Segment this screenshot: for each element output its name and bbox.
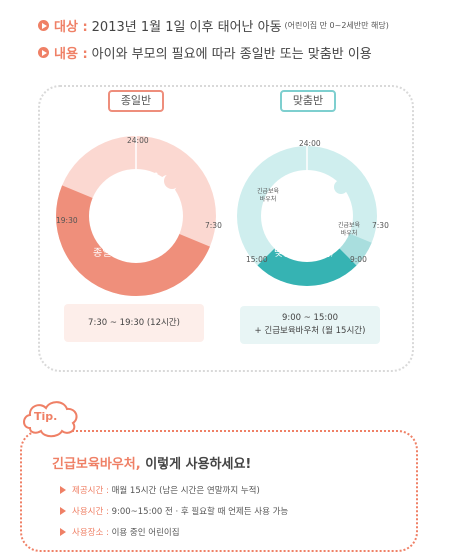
tip-item: 사용시간 : 9:00~15:00 전 · 후 필요할 때 언제든 사용 가능 — [60, 505, 288, 517]
left-time-right: 7:30 — [205, 221, 222, 230]
left-segment-label: 종일반(12시간) — [93, 248, 148, 259]
target-label: 대상 : — [54, 20, 88, 35]
moon-stars-icon — [324, 179, 348, 198]
triangle-bullet-icon — [60, 528, 66, 536]
right-time-right: 7:30 — [372, 221, 389, 230]
content-row: 내용 : 아이와 부모의 필요에 따라 종일반 또는 맞춤반 이용 — [38, 43, 372, 62]
tip-panel — [20, 430, 418, 552]
tip-title: 긴급보육바우처, 이렇게 사용하세요! — [52, 457, 252, 472]
full-day-donut — [56, 136, 216, 296]
voucher-label-left: 긴급보육 바우처 — [257, 188, 280, 203]
left-time-left: 19:30 — [56, 216, 78, 225]
moon-stars-icon — [151, 172, 180, 193]
right-time-top: 24:00 — [299, 139, 321, 148]
tip-cloud-icon — [23, 401, 78, 438]
custom-donut — [237, 146, 377, 286]
target-note: (어린이집 만 0~2세반만 해당) — [284, 21, 389, 30]
custom-segment — [257, 216, 357, 286]
right-time-bottom: 9:00 — [350, 255, 367, 264]
tip-item: 사용장소 : 이용 중인 어린이집 — [60, 526, 180, 538]
target-text: 2013년 1월 1일 이후 태어난 아동 — [91, 20, 282, 35]
right-segment-label: 맞춤반(약 7시간) — [274, 248, 334, 259]
arrow-bullet-icon — [38, 47, 49, 58]
tag-custom: 맞춤반 — [280, 90, 336, 112]
left-time-top: 24:00 — [127, 136, 149, 145]
right-time-left: 15:00 — [246, 255, 268, 264]
tag-full-day: 종일반 — [108, 90, 164, 112]
triangle-bullet-icon — [60, 507, 66, 515]
custom-summary: 9:00 ~ 15:00 + 긴급보육바우처 (월 15시간) — [240, 306, 380, 344]
full-day-summary: 7:30 ~ 19:30 (12시간) — [64, 304, 204, 342]
tip-item: 제공시간 : 매월 15시간 (남은 시간은 연말까지 누적) — [60, 484, 260, 496]
target-row: 대상 : 2013년 1월 1일 이후 태어난 아동 (어린이집 만 0~2세반… — [38, 16, 389, 35]
content-label: 내용 : — [54, 47, 88, 62]
voucher-label-right: 긴급보육 바우처 — [338, 222, 361, 237]
full-day-segment — [56, 185, 210, 296]
tip-badge: Tip. — [34, 410, 58, 423]
content-text: 아이와 부모의 필요에 따라 종일반 또는 맞춤반 이용 — [91, 47, 372, 62]
triangle-bullet-icon — [60, 486, 66, 494]
comparison-panel — [38, 85, 414, 372]
arrow-bullet-icon — [38, 20, 49, 31]
voucher-segment — [307, 216, 372, 266]
